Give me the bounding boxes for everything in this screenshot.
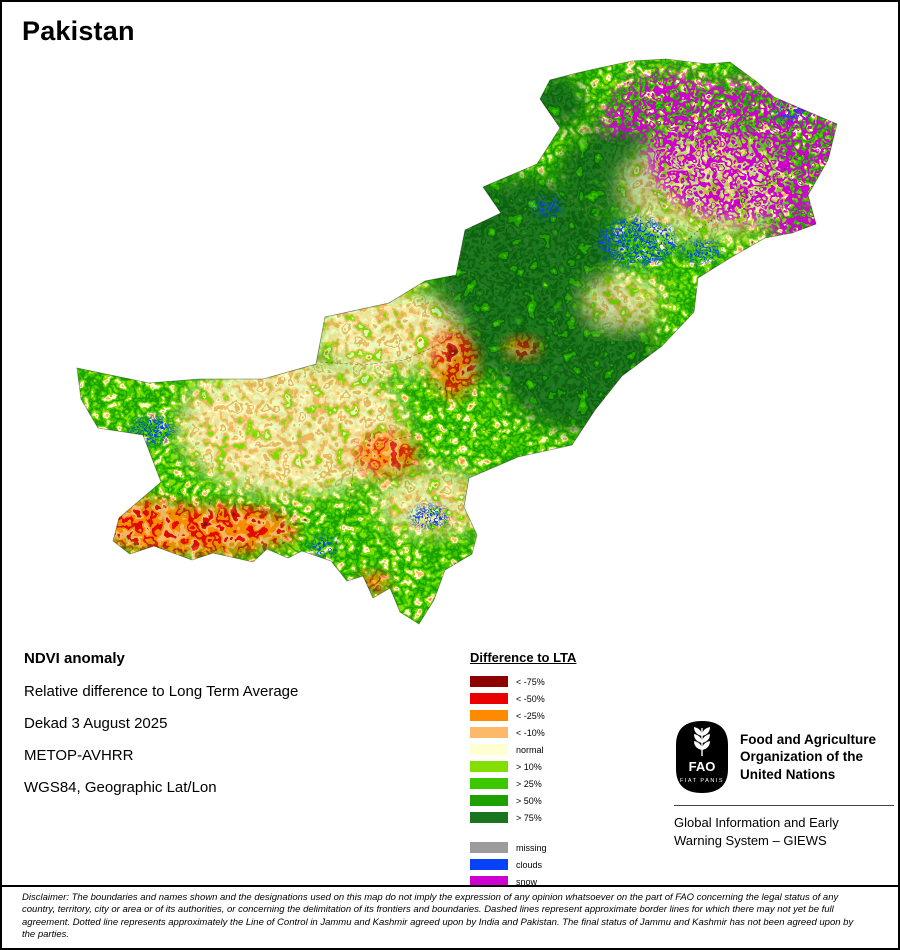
legend-label: < -25%: [516, 710, 545, 721]
line-of-control: [674, 149, 815, 252]
legend-label: > 50%: [516, 795, 542, 806]
legend-swatch: [470, 676, 508, 687]
legend-label: missing: [516, 842, 547, 853]
admin-boundaries: [319, 189, 563, 559]
legend-item: > 50%: [470, 792, 680, 809]
legend-label: normal: [516, 744, 544, 755]
legend-swatch: [470, 812, 508, 823]
legend-item: normal: [470, 741, 680, 758]
legend-item: < -25%: [470, 707, 680, 724]
metadata-line-dekad: Dekad 3 August 2025: [24, 715, 168, 732]
legend-label: snow: [516, 876, 538, 887]
legend-swatch: [470, 859, 508, 870]
legend-label: > 75%: [516, 812, 542, 823]
legend-item: missing: [470, 839, 680, 856]
fao-logo-motto: FIAT PANIS: [680, 778, 724, 784]
legend-item: clouds: [470, 856, 680, 873]
legend-item: > 75%: [470, 809, 680, 826]
giews-label: Global Information and Early Warning Sys…: [674, 815, 839, 848]
map-legend: Difference to LTA < -75% < -50% < -25% <…: [470, 650, 680, 890]
legend-label: < -50%: [516, 693, 545, 704]
fao-logo-text: FAO: [689, 759, 716, 774]
disclaimer-footer: Disclaimer: The boundaries and names sho…: [2, 884, 898, 948]
metadata-heading: NDVI anomaly: [24, 650, 125, 667]
metadata-line-projection: WGS84, Geographic Lat/Lon: [24, 779, 217, 796]
branding-divider: [674, 805, 894, 806]
fao-logo: FAO FIAT PANIS: [676, 721, 728, 793]
map-metadata: NDVI anomaly Relative difference to Long…: [24, 650, 298, 811]
legend-item: < -10%: [470, 724, 680, 741]
legend-label: > 25%: [516, 778, 542, 789]
legend-swatch: [470, 795, 508, 806]
legend-swatch: [470, 744, 508, 755]
legend-title: Difference to LTA: [470, 650, 577, 665]
legend-label: > 10%: [516, 761, 542, 772]
legend-swatch: [470, 727, 508, 738]
legend-label: < -10%: [516, 727, 545, 738]
legend-item: > 25%: [470, 775, 680, 792]
branding-block: FAO FIAT PANIS Food and Agriculture Orga…: [674, 720, 894, 849]
legend-label: < -75%: [516, 676, 545, 687]
metadata-line-product: Relative difference to Long Term Average: [24, 683, 299, 700]
disclaimer-text: Disclaimer: The boundaries and names sho…: [22, 891, 854, 941]
fao-brand-row: FAO FIAT PANIS Food and Agriculture Orga…: [674, 720, 894, 794]
fao-org-name: Food and Agriculture Organization of the…: [740, 732, 876, 782]
legend-item: > 10%: [470, 758, 680, 775]
legend-swatch: [470, 842, 508, 853]
legend-swatch: [470, 710, 508, 721]
legend-item: < -75%: [470, 673, 680, 690]
legend-gap: [470, 826, 680, 839]
pakistan-ndvi-map: [76, 58, 838, 625]
fao-logo-shield: [676, 721, 728, 793]
metadata-line-sensor: METOP-AVHRR: [24, 747, 134, 764]
page-title: Pakistan: [22, 16, 135, 46]
legend-swatch: [470, 778, 508, 789]
country-outline: [76, 58, 838, 625]
legend-item: < -50%: [470, 690, 680, 707]
legend-label: clouds: [516, 859, 543, 870]
wheat-icon: [694, 727, 710, 756]
legend-item: snow: [470, 873, 680, 890]
legend-swatch: [470, 761, 508, 772]
legend-swatch: [470, 876, 508, 887]
legend-swatch: [470, 693, 508, 704]
clouds-overlay: [130, 102, 810, 557]
